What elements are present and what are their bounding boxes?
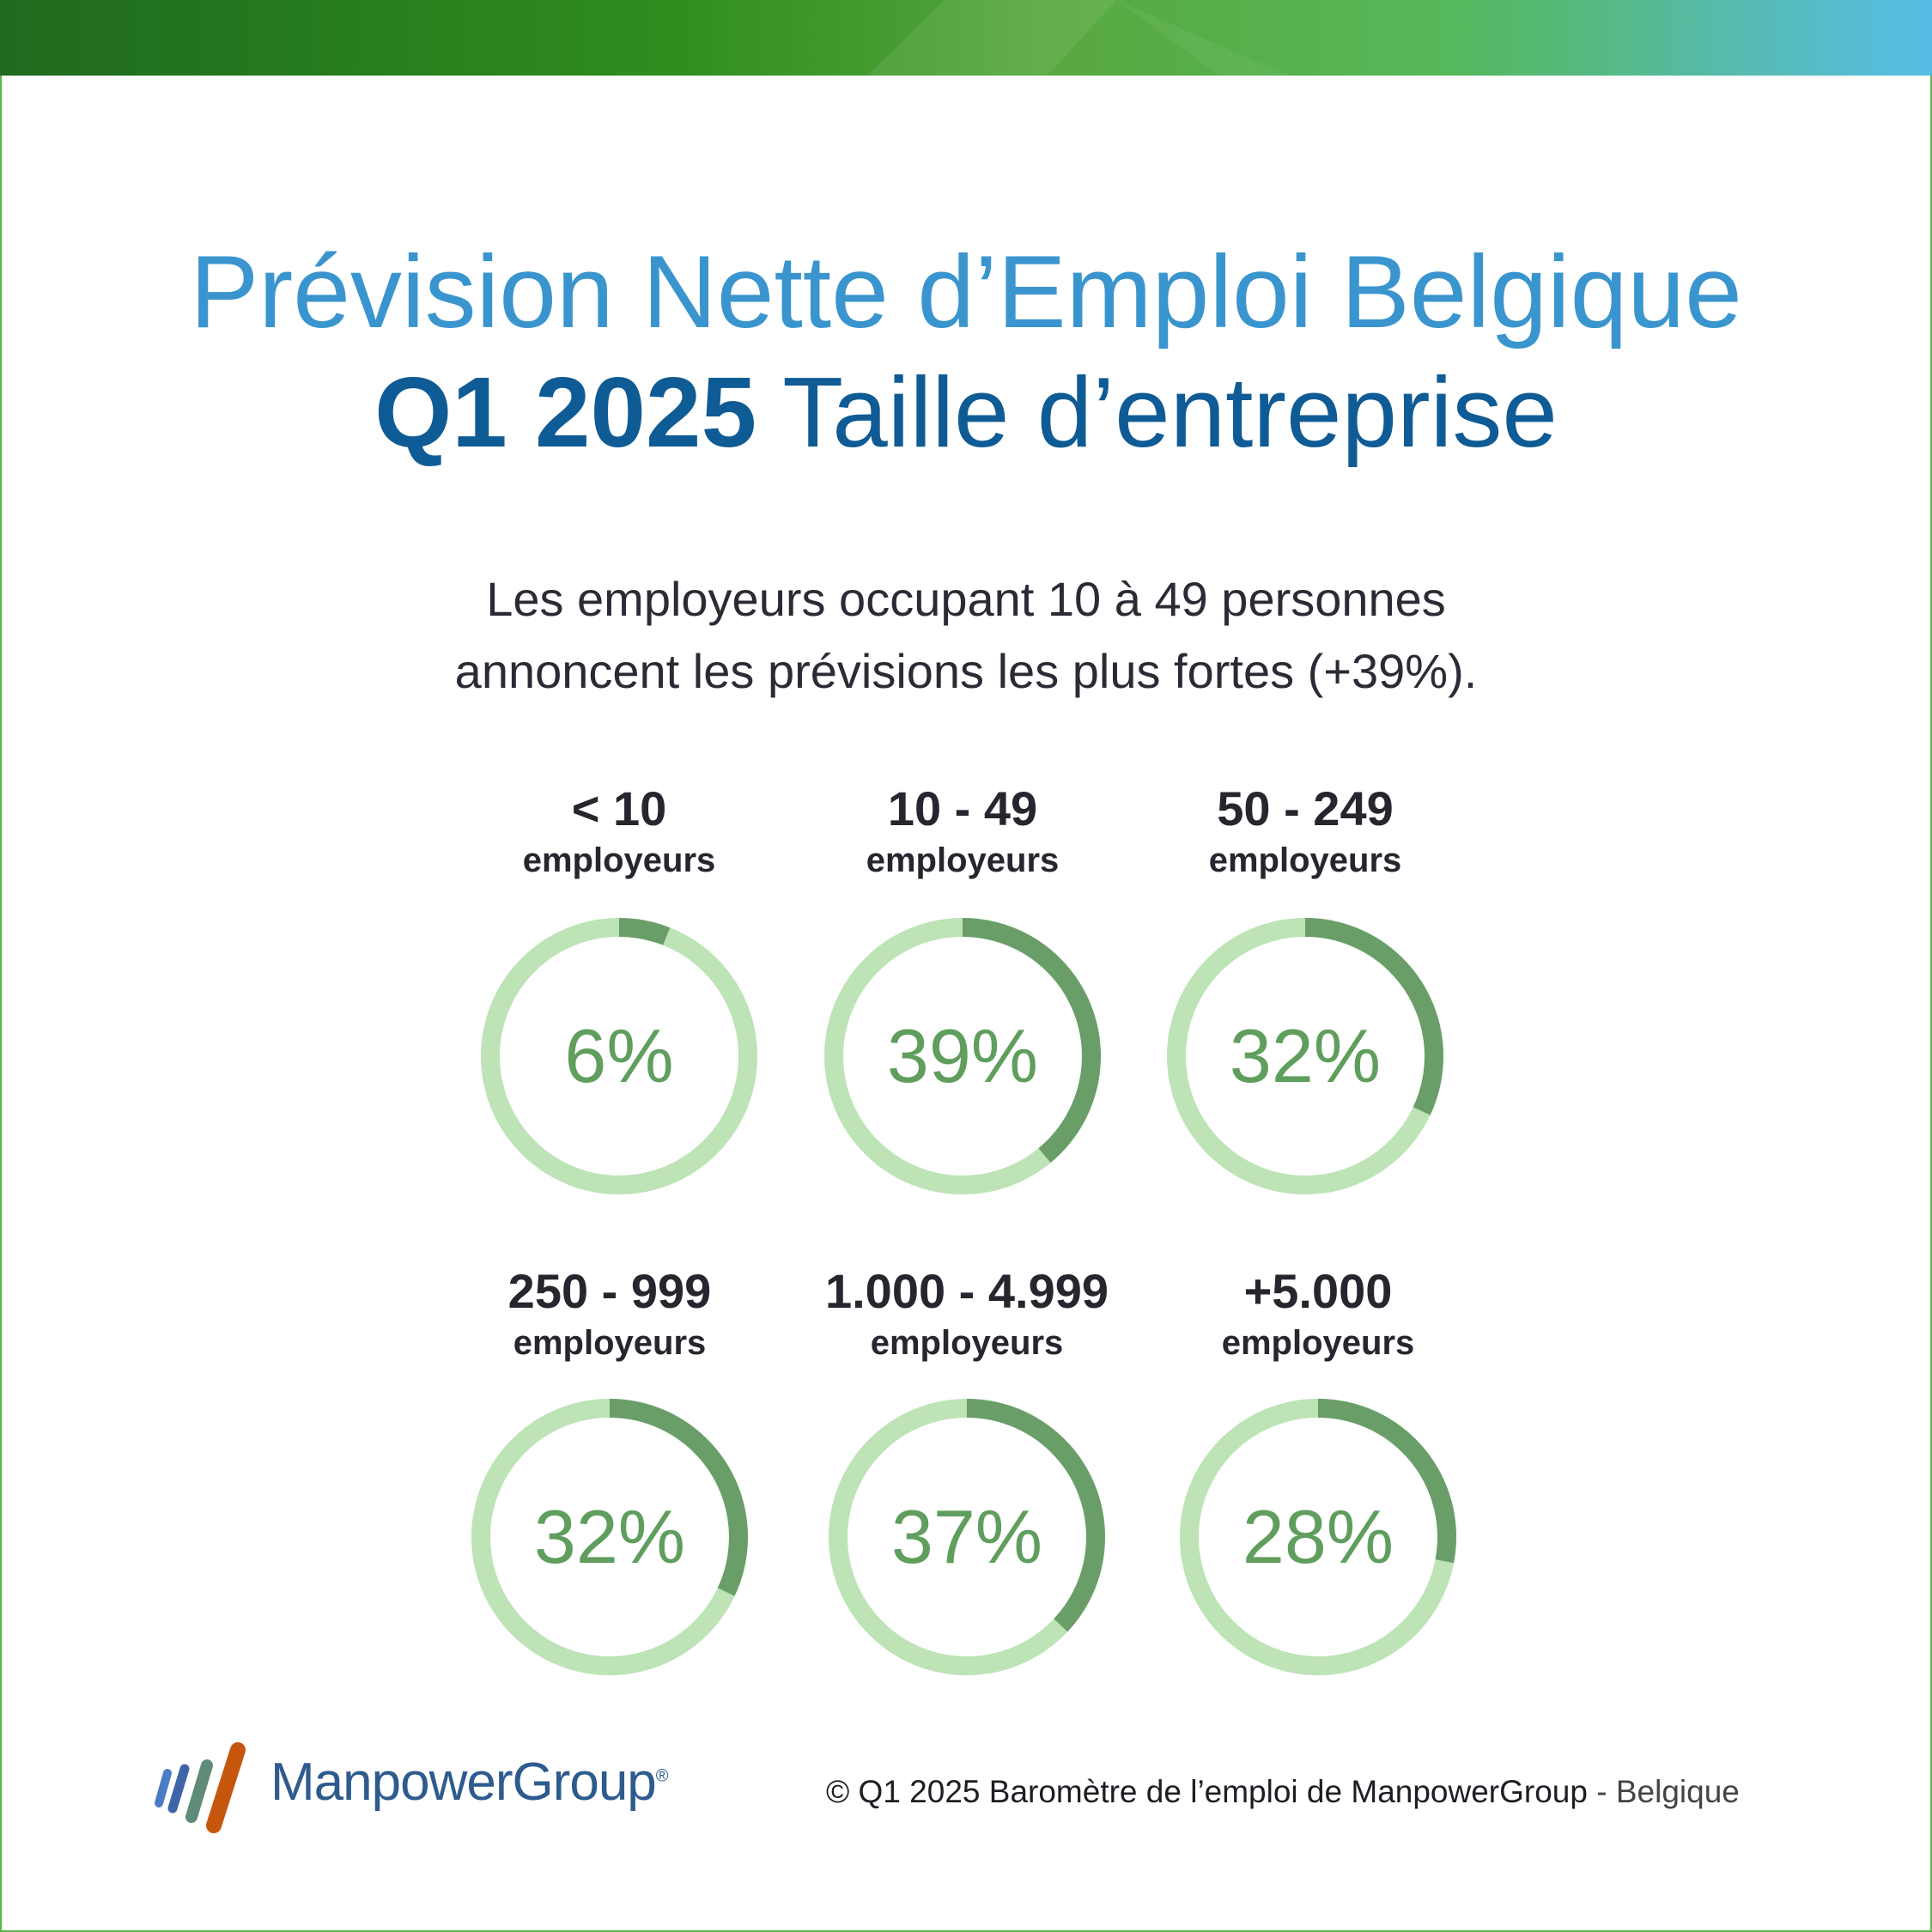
title-topic: Taille d’entreprise xyxy=(756,356,1558,468)
donut-svg xyxy=(1167,918,1443,1194)
donut-value-label: 28% xyxy=(1242,1494,1394,1579)
manpowergroup-logo: ManpowerGroup® xyxy=(142,1735,691,1838)
donut-svg xyxy=(481,918,757,1194)
donut-unit-label: employeurs xyxy=(1208,841,1402,879)
donut-label: +5.000 employeurs xyxy=(1138,1264,1498,1367)
logo-wordmark: ManpowerGroup® xyxy=(270,1753,669,1812)
source-text: © Q1 2025 Baromètre de l’emploi de Manpo… xyxy=(826,1774,1588,1809)
donut-value-arc xyxy=(1167,918,1443,1194)
donut-label: 250 - 999 employeurs xyxy=(429,1264,790,1367)
donut-chart: 39% xyxy=(821,914,1104,1198)
donut-unit-label: employeurs xyxy=(866,841,1060,879)
donut-range-label: +5.000 xyxy=(1243,1264,1393,1318)
donut-chart: 6% xyxy=(477,914,761,1198)
title-line-1: Prévision Nette d’Emploi Belgique xyxy=(190,234,1742,349)
donut-range-label: 1.000 - 4.999 xyxy=(824,1264,1109,1318)
donut-value-label: 39% xyxy=(886,1013,1039,1098)
donut-value-arc xyxy=(824,918,1101,1194)
source-footer: © Q1 2025 Baromètre de l’emploi de Manpo… xyxy=(826,1774,1740,1810)
subtitle: Les employeurs occupant 10 à 49 personne… xyxy=(0,563,1932,708)
donut-svg xyxy=(1180,1399,1456,1675)
donut-label: 1.000 - 4.999 employeurs xyxy=(787,1264,1147,1367)
donut-chart: 32% xyxy=(468,1395,751,1679)
donut-value-arc xyxy=(481,918,757,1194)
donut-unit-label: employeurs xyxy=(870,1324,1064,1362)
subtitle-line-2: annoncent les prévisions les plus fortes… xyxy=(454,644,1478,698)
donut-range-label: 10 - 49 xyxy=(887,781,1038,835)
donut-value-label: 6% xyxy=(564,1013,674,1098)
donut-range-label: 50 - 249 xyxy=(1217,781,1394,835)
donut-label: 50 - 249 employeurs xyxy=(1125,781,1485,884)
donut-chart: 28% xyxy=(1176,1395,1460,1679)
donut-range-label: 250 - 999 xyxy=(507,1264,712,1318)
donut-value-label: 37% xyxy=(890,1494,1043,1579)
title-line-2: Q1 2025 Taille d’entreprise xyxy=(0,348,1932,477)
donut-svg xyxy=(471,1399,748,1675)
source-separator: - xyxy=(1587,1774,1616,1809)
donut-value-label: 32% xyxy=(533,1494,686,1579)
header-gradient-bar xyxy=(0,0,1932,76)
donut-svg xyxy=(829,1399,1105,1675)
donut-label: 10 - 49 employeurs xyxy=(782,781,1143,884)
donut-value-arc xyxy=(1180,1399,1456,1675)
source-country: Belgique xyxy=(1615,1774,1740,1809)
donut-svg xyxy=(824,918,1101,1194)
donut-range-label: < 10 xyxy=(571,781,667,835)
donut-unit-label: employeurs xyxy=(513,1324,707,1362)
title-quarter: Q1 2025 xyxy=(374,356,757,468)
donut-chart: 37% xyxy=(825,1395,1109,1679)
donut-chart: 32% xyxy=(1163,914,1447,1198)
donut-value-arc xyxy=(471,1399,748,1675)
donut-value-label: 32% xyxy=(1229,1013,1382,1098)
donut-label: < 10 employeurs xyxy=(439,781,799,884)
donut-value-arc xyxy=(829,1399,1105,1675)
donut-unit-label: employeurs xyxy=(522,841,716,879)
donut-unit-label: employeurs xyxy=(1221,1324,1415,1362)
subtitle-line-1: Les employeurs occupant 10 à 49 personne… xyxy=(486,572,1446,626)
manpowergroup-logo-mark-icon xyxy=(155,1742,246,1833)
